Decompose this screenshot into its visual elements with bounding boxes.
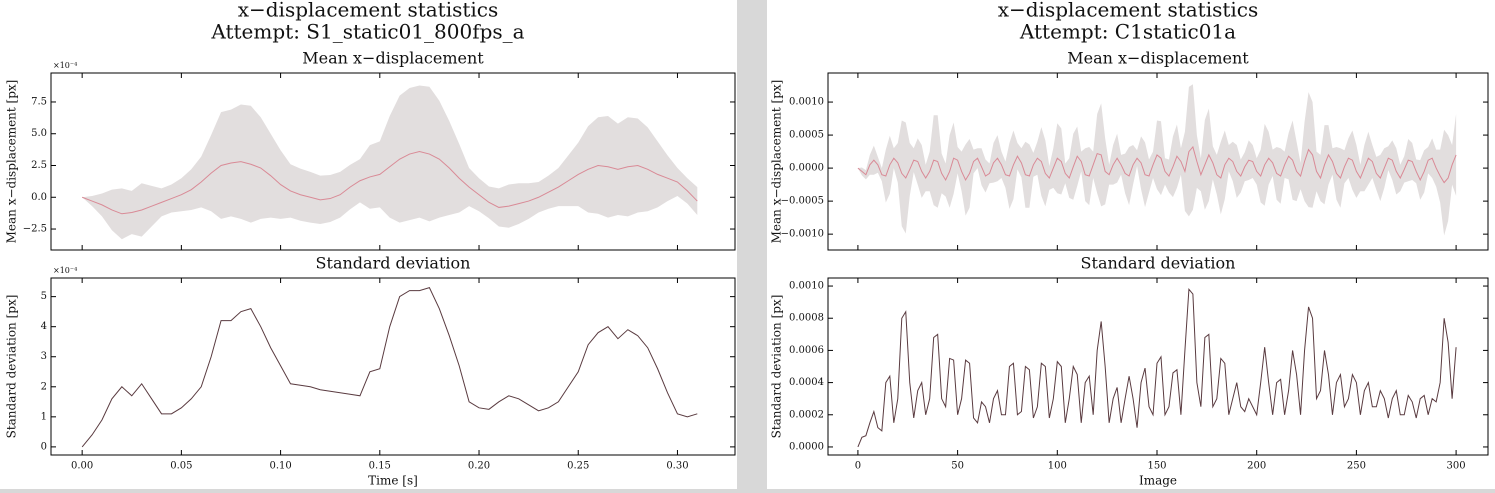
x-axis-label: Time [s] xyxy=(368,474,418,488)
figure-title: x−displacement statistics xyxy=(238,0,499,22)
y-axis-label: Mean x−displacement [px] xyxy=(5,80,19,244)
axes-title: Standard deviation xyxy=(316,254,471,273)
y-tick-label: 0.0006 xyxy=(789,345,824,356)
x-axis-label: Image xyxy=(1139,474,1177,488)
x-tick-label: 0.10 xyxy=(269,461,291,472)
y-tick-label: 0.0010 xyxy=(789,97,824,108)
y-tick-label: 0.0000 xyxy=(789,441,824,452)
x-tick-label: 150 xyxy=(1147,461,1166,472)
x-tick-label: 0.25 xyxy=(567,461,589,472)
y-tick-label: 5.0 xyxy=(31,128,47,139)
figure-subtitle: Attempt: S1_static01_800fps_a xyxy=(210,20,524,44)
x-tick-label: 50 xyxy=(951,461,964,472)
y-tick-label: 0.0 xyxy=(31,192,47,203)
figure-title: x−displacement statistics xyxy=(998,0,1259,22)
axes-title: Mean x−displacement xyxy=(302,49,484,68)
divider xyxy=(737,0,767,493)
bottom-strip xyxy=(0,489,1495,493)
y-tick-label: 0 xyxy=(41,441,47,452)
data-line xyxy=(81,151,698,215)
y-axis-label: Standard deviation [px] xyxy=(770,295,784,439)
y-tick-label: 0.0002 xyxy=(789,409,824,420)
y-tick-label: −2.5 xyxy=(23,224,47,235)
y-tick-label: 2 xyxy=(41,381,47,392)
offset-text: ×10⁻⁴ xyxy=(53,61,77,70)
axes-frame xyxy=(50,277,736,456)
y-tick-label: 0.0008 xyxy=(789,313,824,324)
axes-frame xyxy=(827,72,1489,251)
offset-text: ×10⁻⁴ xyxy=(53,266,77,275)
axes-title: Standard deviation xyxy=(1081,254,1236,273)
y-tick-label: −0.0005 xyxy=(781,196,824,207)
x-tick-label: 300 xyxy=(1447,461,1466,472)
axes-title: Mean x−displacement xyxy=(1067,49,1249,68)
y-tick-label: 5 xyxy=(41,291,47,302)
data-line xyxy=(857,287,1457,448)
y-axis-label: Mean x−displacement [px] xyxy=(770,80,784,244)
y-tick-label: 7.5 xyxy=(31,96,47,107)
data-line xyxy=(857,145,1457,184)
figure-subtitle: Attempt: C1static01a xyxy=(1019,20,1236,44)
std-band xyxy=(857,84,1457,236)
x-tick-label: 250 xyxy=(1347,461,1366,472)
y-tick-label: 0.0005 xyxy=(789,130,824,141)
y-tick-label: 0.0010 xyxy=(789,281,824,292)
axes-frame xyxy=(50,72,736,251)
data-line xyxy=(81,287,698,448)
x-tick-label: 0 xyxy=(855,461,861,472)
y-tick-label: 1 xyxy=(41,411,47,422)
y-tick-label: 4 xyxy=(41,321,47,332)
x-tick-label: 0.00 xyxy=(71,461,93,472)
x-tick-label: 100 xyxy=(1048,461,1067,472)
x-tick-label: 0.15 xyxy=(369,461,391,472)
y-tick-label: −0.0010 xyxy=(781,229,824,240)
x-tick-label: 0.20 xyxy=(468,461,490,472)
y-axis-label: Standard deviation [px] xyxy=(5,295,19,439)
y-tick-label: 2.5 xyxy=(31,160,47,171)
y-tick-label: 0.0000 xyxy=(789,163,824,174)
std-band xyxy=(82,85,698,240)
y-tick-label: 0.0004 xyxy=(789,377,824,388)
x-tick-label: 200 xyxy=(1247,461,1266,472)
axes-frame xyxy=(827,277,1489,456)
y-tick-label: 3 xyxy=(41,351,47,362)
x-tick-label: 0.05 xyxy=(170,461,192,472)
x-tick-label: 0.30 xyxy=(666,461,688,472)
